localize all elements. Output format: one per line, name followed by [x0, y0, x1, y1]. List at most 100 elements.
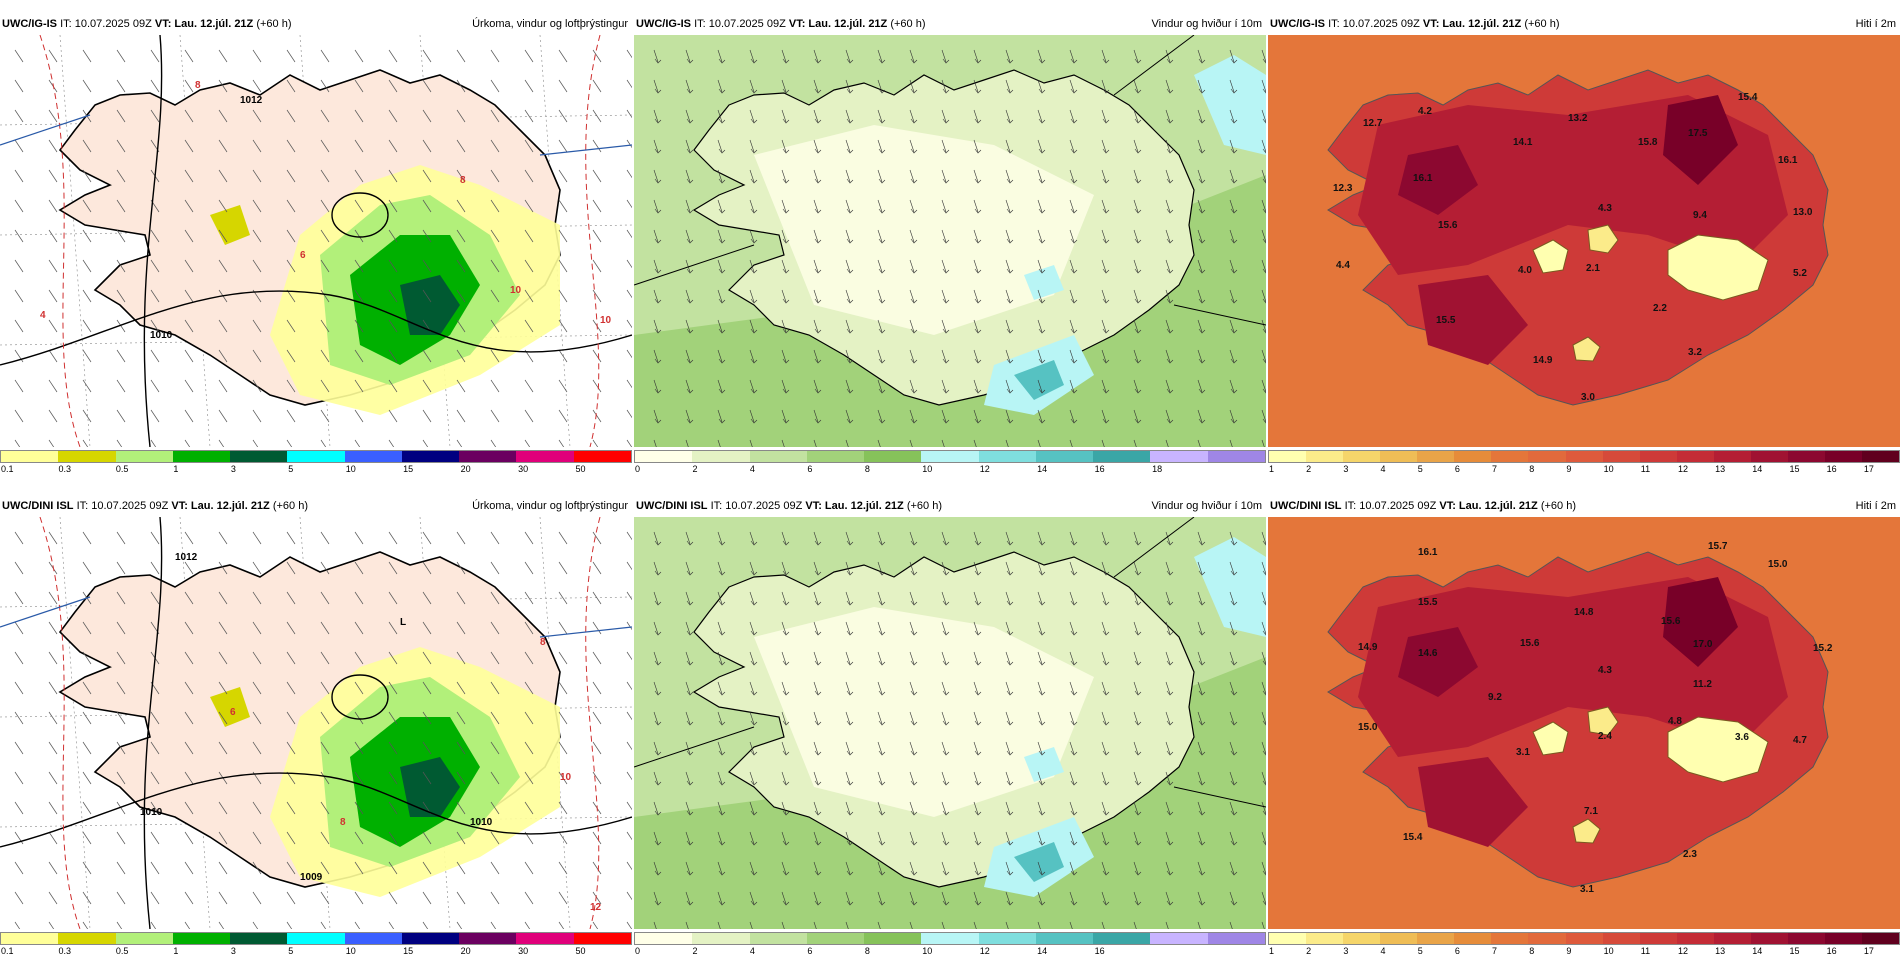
temp-value-label: 4.8 — [1668, 716, 1682, 727]
colorbar-tick-label: 16 — [1094, 464, 1105, 474]
map-area — [634, 517, 1266, 929]
colorbar-ticks: 123456789101112131415161718 — [1268, 464, 1900, 478]
colorbar-swatch — [1565, 451, 1603, 462]
map-svg — [1268, 35, 1900, 447]
panel-dini-wind: UWC/DINI ISL IT: 10.07.2025 09Z VT: Lau.… — [634, 496, 1266, 966]
panel-dini-precip: UWC/DINI ISL IT: 10.07.2025 09Z VT: Lau.… — [0, 496, 632, 966]
lead-time: (+60 h) — [890, 18, 926, 30]
colorbar-tick-label: 20 — [460, 946, 471, 956]
temp-value-label: 15.4 — [1738, 92, 1758, 103]
colorbar-tick-label: 6 — [807, 946, 813, 956]
colorbar-swatch — [978, 933, 1036, 944]
map-area: 8 10 4 1012 1010 6 8 10 — [0, 35, 632, 447]
product-name: Úrkoma, vindur og loftþrýstingur — [472, 500, 628, 512]
colorbar-swatch — [1035, 933, 1094, 944]
colorbar-swatch — [1380, 933, 1418, 944]
colorbar-tick-label: 15 — [403, 464, 414, 474]
panel-igis-temp: UWC/IG-IS IT: 10.07.2025 09Z VT: Lau. 12… — [1268, 14, 1900, 484]
colorbar-swatch — [573, 933, 631, 944]
colorbar-swatch — [1269, 933, 1307, 944]
map-area — [634, 35, 1266, 447]
colorbar-ticks: 0.1 0.3 0.5 1 3 5 10 15 20 30 50 — [0, 464, 632, 478]
init-time: IT: 10.07.2025 09Z — [60, 18, 152, 30]
temp-value-label: 3.1 — [1516, 747, 1530, 758]
colorbar-tick-label: 0 — [635, 946, 641, 956]
colorbar-swatch — [921, 933, 979, 944]
colorbar-tick-label: 0.3 — [58, 946, 71, 956]
colorbar-tick-label: 6 — [1454, 946, 1460, 956]
contour-label: 4 — [40, 310, 46, 321]
colorbar-swatch — [1676, 451, 1714, 462]
colorbar-tick-label: 5 — [288, 946, 294, 956]
colorbar-swatch — [516, 451, 574, 462]
temp-value-label: 17.0 — [1693, 639, 1713, 650]
contour-label: 8 — [195, 80, 201, 91]
init-time: IT: 10.07.2025 09Z — [1344, 500, 1437, 512]
colorbar-tick-label: 0.1 — [1, 464, 14, 474]
colorbar-swatch — [1528, 451, 1566, 462]
colorbar-swatch — [921, 451, 979, 462]
temp-value-label: 9.4 — [1693, 210, 1707, 221]
colorbar-tick-label: 16 — [1826, 464, 1837, 474]
colorbar-tick-label: 15 — [1789, 464, 1800, 474]
colorbar-tick-label: 7 — [1492, 464, 1498, 474]
colorbar-tick-label: 18 — [1152, 464, 1163, 474]
colorbar-tick-label: 3 — [1343, 464, 1349, 474]
colorbar-tick-label: 16 — [1826, 946, 1837, 956]
map-svg — [0, 517, 632, 929]
contour-label: 1010 — [470, 817, 493, 828]
product-name: Úrkoma, vindur og loftþrýstingur — [472, 18, 628, 30]
colorbar-tick-label: 11 — [1640, 946, 1651, 956]
temp-value-label: 3.1 — [1580, 884, 1594, 895]
colorbar-ticks: 123456789101112131415161718 — [1268, 946, 1900, 960]
colorbar — [0, 932, 632, 945]
temp-value-label: 14.9 — [1533, 355, 1553, 366]
temp-value-label: 12.3 — [1333, 183, 1353, 194]
colorbar-tick-label: 4 — [1380, 946, 1386, 956]
colorbar-tick-label: 3 — [230, 946, 236, 956]
colorbar-swatch — [1380, 451, 1418, 462]
colorbar-tick-label: 6 — [1454, 464, 1460, 474]
map-svg — [1268, 517, 1900, 929]
colorbar-swatch — [344, 933, 402, 944]
colorbar — [1268, 932, 1900, 945]
colorbar-swatch — [1343, 933, 1381, 944]
colorbar-swatch — [635, 451, 693, 462]
colorbar-swatch — [1787, 451, 1825, 462]
contour-label: 1010 — [140, 807, 163, 818]
colorbar-ticks: 0.1 0.3 0.5 1 3 5 10 15 20 30 50 — [0, 946, 632, 960]
colorbar-swatch — [344, 451, 402, 462]
contour-label: 6 — [300, 250, 306, 261]
colorbar-tick-label: 16 — [1094, 946, 1105, 956]
temp-value-label: 3.0 — [1581, 392, 1595, 403]
colorbar-swatch — [1565, 933, 1603, 944]
temp-value-label: 14.6 — [1418, 648, 1438, 659]
colorbar-swatch — [635, 933, 693, 944]
colorbar-swatch — [1491, 933, 1529, 944]
temp-value-label: 15.6 — [1661, 616, 1681, 627]
colorbar-swatch — [1862, 451, 1900, 462]
colorbar-tick-label: 4 — [749, 946, 755, 956]
contour-label: 12 — [590, 902, 602, 913]
panel-igis-precip: UWC/IG-IS IT: 10.07.2025 09Z VT: Lau. 12… — [0, 14, 632, 484]
temp-value-label: 15.7 — [1708, 541, 1728, 552]
lead-time: (+60 h) — [906, 500, 943, 512]
colorbar-tick-label: 30 — [518, 946, 529, 956]
temp-value-label: 11.2 — [1693, 679, 1712, 690]
colorbar-tick-label: 8 — [864, 946, 870, 956]
temp-value-label: 12.7 — [1363, 118, 1383, 129]
colorbar-swatch — [1, 933, 59, 944]
colorbar-swatch — [1787, 933, 1825, 944]
colorbar-swatch — [1639, 933, 1677, 944]
lead-time: (+60 h) — [1524, 18, 1560, 30]
colorbar-tick-label: 4 — [1380, 464, 1386, 474]
colorbar-swatch — [1207, 933, 1265, 944]
colorbar-swatch — [1035, 451, 1094, 462]
product-name: Vindur og hviður í 10m — [1151, 500, 1262, 512]
contour-label: 8 — [540, 637, 546, 648]
temp-value-label: 16.1 — [1413, 173, 1433, 184]
colorbar-swatch — [1207, 451, 1265, 462]
colorbar-tick-label: 14 — [1037, 464, 1048, 474]
temp-value-label: 15.5 — [1436, 315, 1456, 326]
valid-time: VT: Lau. 12.júl. 21Z — [788, 18, 888, 30]
